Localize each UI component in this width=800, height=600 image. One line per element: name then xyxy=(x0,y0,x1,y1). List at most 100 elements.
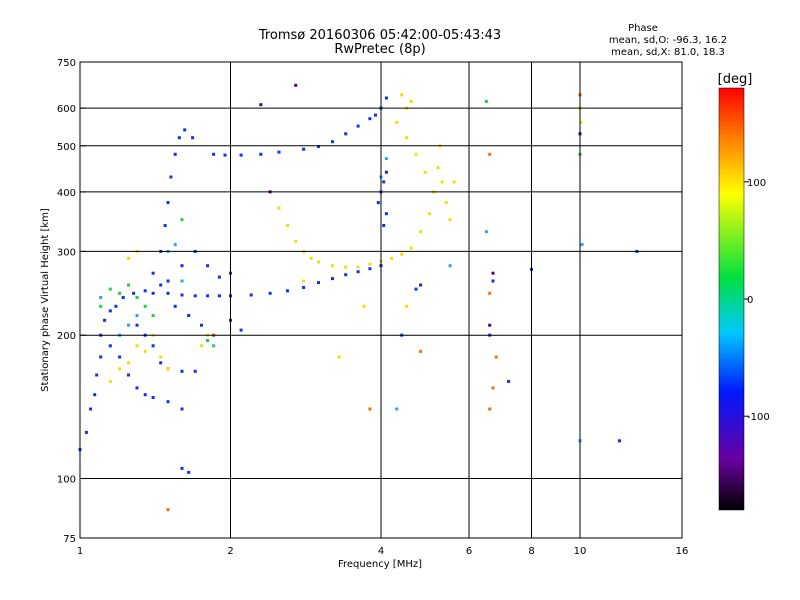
data-point xyxy=(405,136,409,140)
data-point xyxy=(166,508,170,512)
data-point xyxy=(440,180,444,184)
data-point xyxy=(452,180,456,184)
data-point xyxy=(169,175,173,179)
data-point xyxy=(180,407,184,411)
data-point xyxy=(419,349,423,353)
data-point xyxy=(135,296,139,299)
data-point xyxy=(127,373,130,377)
data-point xyxy=(484,230,488,234)
data-point xyxy=(206,264,210,268)
data-point xyxy=(223,153,227,157)
grid-lines xyxy=(79,62,683,538)
data-point xyxy=(159,283,163,287)
data-point xyxy=(99,355,103,359)
y-tick-label: 400 xyxy=(57,188,76,199)
data-point xyxy=(294,83,298,87)
data-point xyxy=(368,407,372,411)
x-tick-label: 4 xyxy=(378,546,384,557)
data-point xyxy=(180,466,184,470)
colorbar-ticks: 100 0 -100 xyxy=(744,178,770,423)
data-point xyxy=(151,396,155,399)
data-point xyxy=(259,152,263,156)
data-point xyxy=(108,344,112,348)
data-point xyxy=(419,283,423,287)
data-point xyxy=(187,470,191,474)
data-point xyxy=(382,180,386,184)
data-point xyxy=(268,291,272,295)
phase-heading: Phase xyxy=(628,23,658,34)
data-point xyxy=(173,304,177,308)
data-point xyxy=(331,277,334,281)
data-point xyxy=(108,379,112,383)
data-point xyxy=(180,264,184,268)
data-point xyxy=(344,265,348,269)
y-axis-ticks: 75 100 200 300 400 500 600 750 xyxy=(57,58,86,545)
data-point xyxy=(384,157,388,161)
data-point xyxy=(331,264,334,268)
data-point xyxy=(206,294,210,298)
data-point xyxy=(151,271,155,275)
data-point xyxy=(376,201,380,205)
y-tick-label: 600 xyxy=(57,104,76,115)
data-point xyxy=(239,328,243,332)
data-point xyxy=(108,287,112,291)
data-point xyxy=(302,147,306,151)
chart-subtitle: RwPretec (8p) xyxy=(334,42,425,57)
colorbar-tick-label: -100 xyxy=(747,412,770,423)
data-point xyxy=(356,270,360,274)
data-point xyxy=(217,275,221,279)
data-point xyxy=(143,289,147,293)
data-point xyxy=(135,386,139,390)
data-point xyxy=(191,136,195,140)
data-point xyxy=(344,132,348,136)
data-point xyxy=(200,344,203,348)
data-point xyxy=(277,206,281,210)
data-point xyxy=(143,304,147,308)
data-point xyxy=(166,279,170,283)
data-point xyxy=(488,407,492,411)
data-point xyxy=(114,304,118,308)
data-point xyxy=(488,323,492,327)
data-point xyxy=(414,287,418,291)
data-point xyxy=(494,355,498,359)
data-point xyxy=(302,279,306,283)
data-point xyxy=(108,309,112,313)
data-point xyxy=(143,393,147,397)
y-tick-label: 500 xyxy=(57,142,76,153)
data-point xyxy=(302,286,306,289)
data-point xyxy=(84,430,88,434)
data-point xyxy=(159,361,163,365)
y-tick-label: 750 xyxy=(57,58,76,69)
x-tick-label: 10 xyxy=(574,546,587,557)
data-point xyxy=(317,281,320,285)
phase-o-stats: mean, sd,O: -96.3, 16.2 xyxy=(609,35,727,46)
chart-title: Tromsø 20160306 05:42:00-05:43:43 xyxy=(258,28,501,43)
data-point xyxy=(177,136,181,140)
data-point xyxy=(187,314,191,317)
data-point xyxy=(180,293,184,297)
data-point xyxy=(95,373,99,377)
data-point xyxy=(405,304,409,308)
data-point xyxy=(491,271,495,275)
data-point xyxy=(99,296,103,299)
y-tick-label: 75 xyxy=(63,534,76,545)
data-point xyxy=(121,296,125,299)
y-tick-label: 100 xyxy=(57,475,76,486)
data-point xyxy=(200,323,203,327)
phase-x-stats: mean, sd,X: 81.0, 18.3 xyxy=(611,47,725,58)
data-point xyxy=(579,120,583,124)
data-point xyxy=(488,152,492,156)
data-point xyxy=(259,103,263,107)
colorbar xyxy=(718,87,745,511)
data-point xyxy=(127,323,130,327)
data-point xyxy=(382,224,386,227)
data-point xyxy=(395,120,399,124)
data-point xyxy=(212,344,216,348)
data-point xyxy=(286,289,289,293)
data-point xyxy=(135,323,139,327)
data-point xyxy=(368,117,372,121)
colorbar-tick-label: 100 xyxy=(747,178,766,189)
data-points xyxy=(78,83,639,512)
x-tick-label: 2 xyxy=(227,546,233,557)
